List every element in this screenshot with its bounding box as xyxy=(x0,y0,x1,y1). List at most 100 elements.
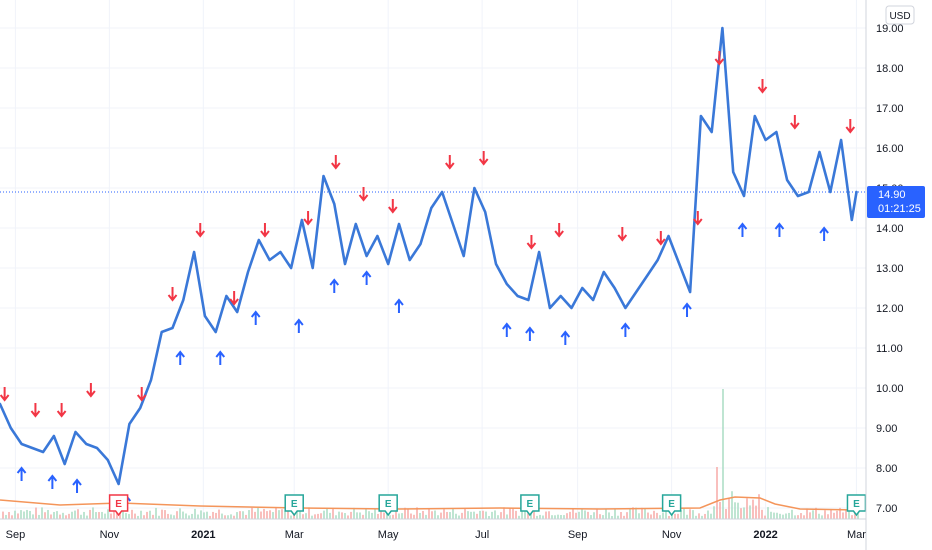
x-tick-label: Sep xyxy=(6,529,26,541)
buy-signal-arrow[interactable] xyxy=(250,310,261,325)
sell-signal-arrow[interactable] xyxy=(526,235,537,250)
buy-signal-arrow[interactable] xyxy=(47,474,58,489)
sell-signal-arrow[interactable] xyxy=(260,223,270,238)
sell-signal-arrow[interactable] xyxy=(358,187,369,202)
volume-bar xyxy=(221,513,223,519)
buy-signal-arrow[interactable] xyxy=(361,270,372,285)
buy-signal-arrow[interactable] xyxy=(819,226,829,241)
volume-bar xyxy=(461,512,463,519)
buy-signal-arrow[interactable] xyxy=(774,222,785,237)
volume-average-line xyxy=(0,496,859,511)
buy-signal-arrow[interactable] xyxy=(620,322,631,337)
sell-signal-arrow[interactable] xyxy=(693,211,703,226)
volume-bar xyxy=(227,515,229,519)
earnings-marker[interactable]: E xyxy=(378,494,398,517)
sell-signal-arrow[interactable] xyxy=(554,223,564,238)
volume-bar xyxy=(515,510,517,519)
volume-bar xyxy=(701,515,703,519)
buy-signal-arrow[interactable] xyxy=(737,222,748,237)
volume-bar xyxy=(716,467,718,519)
buy-signal-arrow[interactable] xyxy=(682,302,692,317)
sell-signal-arrow[interactable] xyxy=(167,287,178,302)
earnings-marker[interactable]: E xyxy=(284,494,304,517)
sell-signal-arrow[interactable] xyxy=(757,79,768,94)
buy-signal-arrow[interactable] xyxy=(560,330,571,345)
time-axis[interactable]: Sep Nov 2021 Mar May Jul Sep Nov 2022 Mar xyxy=(6,529,867,541)
volume-bar xyxy=(83,511,85,519)
volume-bar xyxy=(794,515,796,519)
volume-bar xyxy=(62,512,64,519)
volume-bar xyxy=(731,491,733,519)
volume-bar xyxy=(77,509,79,519)
volume-bar xyxy=(317,513,319,519)
earnings-marker[interactable]: E xyxy=(520,494,540,517)
buy-signal-arrow[interactable] xyxy=(525,326,535,341)
sell-signal-arrow[interactable] xyxy=(656,231,666,246)
volume-bar xyxy=(287,508,289,519)
volume-bar xyxy=(527,513,529,519)
sell-signal-arrow[interactable] xyxy=(445,155,455,170)
buy-signal-arrow[interactable] xyxy=(502,322,512,337)
volume-bar xyxy=(392,514,394,519)
volume-bar xyxy=(692,510,694,519)
volume-bar xyxy=(269,510,271,519)
volume-bar xyxy=(335,515,337,519)
volume-bar xyxy=(449,512,451,519)
volume-bar xyxy=(104,513,106,519)
sell-signal-arrow[interactable] xyxy=(86,383,96,398)
sell-signal-arrow[interactable] xyxy=(617,227,628,242)
sell-signal-arrow[interactable] xyxy=(0,387,10,402)
sell-signal-arrow[interactable] xyxy=(845,119,856,134)
buy-signal-arrow[interactable] xyxy=(215,350,226,365)
sell-signal-arrow[interactable] xyxy=(478,151,489,166)
buy-signal-arrow[interactable] xyxy=(16,466,27,481)
volume-bar xyxy=(302,514,304,519)
sell-signal-arrow[interactable] xyxy=(195,223,206,238)
sell-signal-arrow[interactable] xyxy=(331,155,341,170)
sell-signal-arrow[interactable] xyxy=(136,387,147,402)
volume-bar xyxy=(53,511,55,519)
volume-bar xyxy=(773,512,775,519)
volume-bar xyxy=(14,510,16,519)
x-tick-label: Sep xyxy=(568,529,588,541)
volume-bar xyxy=(26,509,28,519)
volume-bar xyxy=(488,515,490,519)
volume-bar xyxy=(458,515,460,519)
buy-signal-arrow[interactable] xyxy=(329,278,340,293)
volume-bar xyxy=(704,513,706,519)
sell-signal-arrow[interactable] xyxy=(229,291,239,306)
currency-label-box[interactable]: USD xyxy=(885,5,915,25)
buy-signal-arrow[interactable] xyxy=(394,298,404,313)
sell-signal-arrow[interactable] xyxy=(56,403,67,418)
volume-bar xyxy=(824,510,826,519)
earnings-marker[interactable]: E xyxy=(108,494,129,517)
sell-signal-arrow[interactable] xyxy=(714,51,725,66)
volume-bar xyxy=(614,509,616,519)
earnings-marker[interactable]: E xyxy=(661,494,682,517)
y-tick-label: 19.00 xyxy=(876,23,904,35)
volume-bar xyxy=(173,515,175,519)
buy-signal-arrow[interactable] xyxy=(72,478,82,493)
volume-bar xyxy=(203,512,205,519)
volume-bar xyxy=(239,511,241,519)
volume-bar xyxy=(539,514,541,519)
volume-bar xyxy=(698,513,700,519)
sell-signal-arrow[interactable] xyxy=(30,403,41,418)
volume-bar xyxy=(263,508,265,519)
volume-bar xyxy=(767,507,769,519)
earnings-marker[interactable]: E xyxy=(846,494,867,517)
volume-bar xyxy=(236,512,238,519)
volume-bar xyxy=(575,512,577,519)
buy-signal-arrow[interactable] xyxy=(294,318,304,333)
volume-bar xyxy=(674,513,676,519)
x-tick-label: Nov xyxy=(100,529,120,541)
price-axis[interactable]: 7.008.009.0010.0011.0012.0013.0014.0015.… xyxy=(876,23,904,515)
buy-signal-arrow[interactable] xyxy=(175,350,186,365)
volume-bar xyxy=(359,512,361,519)
sell-signal-arrow[interactable] xyxy=(388,199,398,214)
sell-signal-arrow[interactable] xyxy=(303,211,313,226)
sell-signal-arrow[interactable] xyxy=(790,115,800,130)
volume-bar xyxy=(668,515,670,519)
y-tick-label: 10.00 xyxy=(876,383,904,395)
